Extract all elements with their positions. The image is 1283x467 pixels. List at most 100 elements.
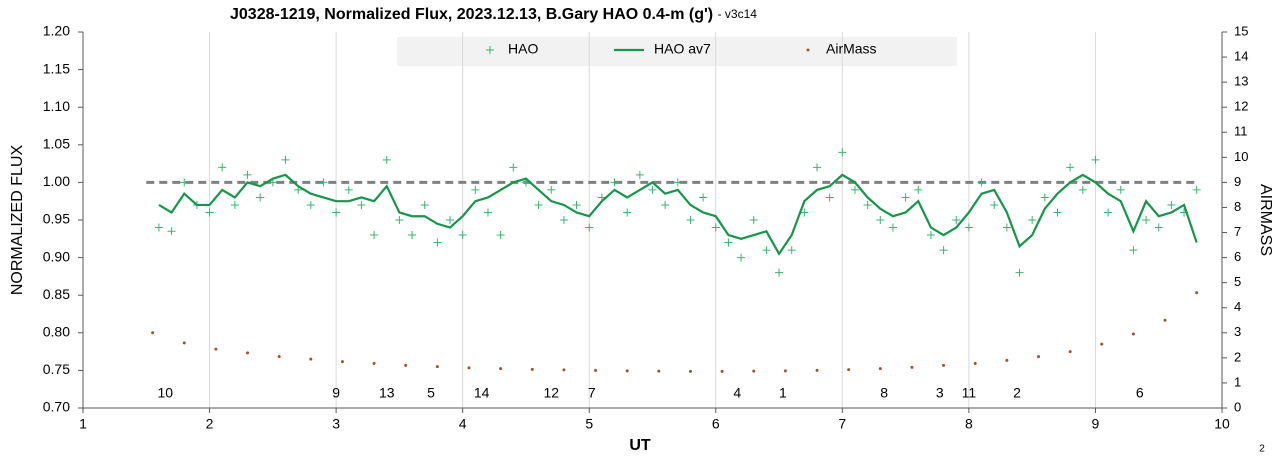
annotation: 2 — [1013, 385, 1021, 401]
x-tick-label: 6 — [712, 416, 720, 432]
chart-title: J0328-1219, Normalized Flux, 2023.12.13,… — [230, 6, 757, 23]
data-dot — [752, 369, 756, 373]
data-point — [1192, 185, 1201, 194]
x-tick-label: 5 — [585, 416, 593, 432]
data-dot — [277, 355, 281, 359]
data-dot — [878, 367, 882, 371]
y2-tick-label: 10 — [1234, 149, 1248, 164]
y-tick-label: 0.85 — [43, 286, 70, 302]
subtitle: - v3c14 — [718, 7, 758, 21]
y2-tick-label: 2 — [1234, 349, 1241, 364]
data-dot — [815, 368, 819, 372]
y2-tick-label: 12 — [1234, 99, 1248, 114]
data-point — [724, 238, 733, 247]
data-dot — [847, 368, 851, 372]
data-point — [1129, 246, 1138, 255]
data-point — [218, 163, 227, 172]
x-tick-label: 1 — [79, 416, 87, 432]
title: J0328-1219, Normalized Flux, 2023.12.13,… — [230, 6, 713, 23]
data-dot — [530, 367, 534, 371]
x-tick-label: 7 — [838, 416, 846, 432]
data-point — [154, 223, 163, 232]
data-point — [1015, 268, 1024, 277]
annotation: 7 — [588, 385, 596, 401]
data-point — [787, 246, 796, 255]
annotation: 6 — [1136, 385, 1144, 401]
data-point — [1104, 208, 1113, 217]
legend-label: AirMass — [826, 41, 877, 57]
data-point — [749, 216, 758, 224]
data-point — [344, 185, 353, 194]
data-point — [711, 223, 720, 232]
data-point — [901, 193, 910, 202]
data-point — [1028, 216, 1037, 224]
data-dot — [1195, 291, 1199, 295]
legend-label: HAO — [508, 41, 538, 57]
data-point — [623, 208, 632, 217]
data-dot — [942, 363, 946, 367]
x-axis-label: UT — [629, 437, 651, 454]
data-point — [1142, 216, 1151, 224]
data-dot — [1068, 350, 1072, 354]
data-point — [990, 200, 999, 209]
data-dot — [182, 341, 186, 345]
x-tick-label: 9 — [1092, 416, 1100, 432]
y2-tick-label: 5 — [1234, 274, 1241, 289]
y2-tick-label: 7 — [1234, 224, 1241, 239]
annotation: 3 — [936, 385, 944, 401]
data-dot — [973, 361, 977, 365]
data-point — [610, 178, 619, 187]
data-dot — [435, 365, 439, 369]
data-point — [281, 155, 290, 164]
data-dot — [1131, 332, 1135, 336]
data-point — [964, 223, 973, 232]
page-number: 2 — [1259, 444, 1265, 455]
data-point — [167, 227, 176, 236]
data-dot — [1163, 318, 1167, 322]
data-point — [1116, 185, 1125, 194]
data-point — [319, 178, 328, 187]
data-point — [775, 268, 784, 277]
data-point — [1053, 208, 1062, 217]
annotation: 5 — [427, 385, 435, 401]
data-dot — [1036, 355, 1040, 359]
data-point — [1040, 193, 1049, 202]
data-point — [661, 200, 670, 209]
data-line — [158, 173, 1198, 256]
data-point — [559, 216, 568, 224]
data-point — [762, 246, 771, 255]
data-dot — [309, 357, 313, 361]
data-dot — [340, 360, 344, 364]
data-point — [888, 223, 897, 232]
data-dot — [1005, 358, 1009, 362]
y2-tick-label: 1 — [1234, 374, 1241, 389]
data-point — [863, 200, 872, 209]
y2-tick-label: 0 — [1234, 399, 1241, 414]
y2-tick-label: 14 — [1234, 49, 1248, 64]
annotation: 1 — [779, 385, 787, 401]
annotation: 10 — [157, 385, 173, 401]
data-point — [243, 170, 252, 179]
data-point — [939, 246, 948, 255]
y2-tick-label: 8 — [1234, 199, 1241, 214]
y2-tick-label: 4 — [1234, 299, 1241, 314]
annotation: 8 — [880, 385, 888, 401]
data-point — [699, 193, 708, 202]
y2-tick-label: 15 — [1234, 23, 1248, 38]
annotation: 14 — [474, 385, 490, 401]
data-dot — [1100, 342, 1104, 346]
data-point — [370, 231, 379, 240]
data-point — [534, 200, 543, 209]
data-point — [813, 163, 822, 172]
x-tick-label: 8 — [965, 416, 973, 432]
annotation: 12 — [543, 385, 559, 401]
data-dot — [467, 366, 471, 370]
data-dot — [404, 363, 408, 367]
annotation: 13 — [379, 385, 395, 401]
data-point — [635, 170, 644, 179]
data-dot — [783, 369, 787, 373]
data-point — [850, 185, 859, 194]
data-point — [496, 231, 505, 240]
legend-label: HAO av7 — [654, 41, 711, 57]
